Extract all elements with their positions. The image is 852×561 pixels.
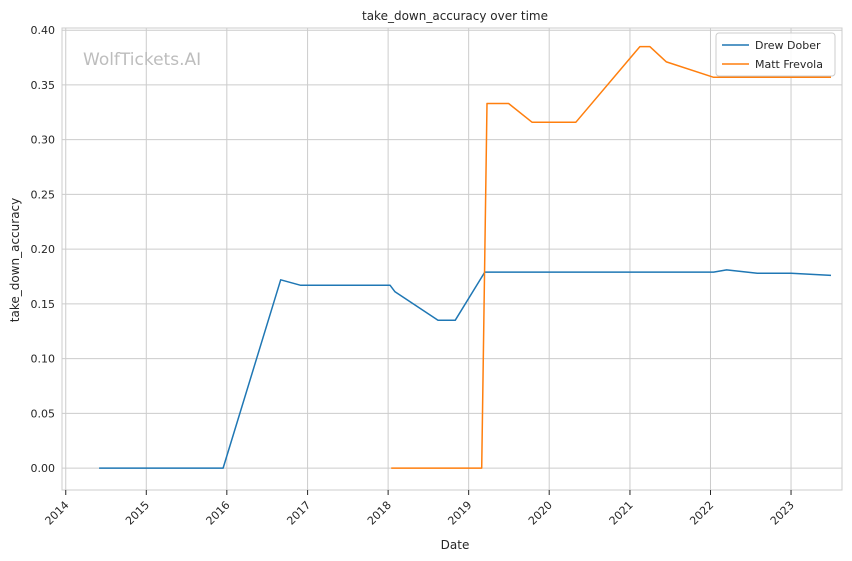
y-axis-title: take_down_accuracy bbox=[8, 198, 22, 322]
series-line bbox=[391, 45, 831, 469]
plot-frame bbox=[61, 27, 843, 491]
legend-label: Drew Dober bbox=[755, 39, 821, 52]
watermark: WolfTickets.AI bbox=[83, 50, 201, 70]
y-tick-label: 0.30 bbox=[31, 134, 56, 147]
y-tick-label: 0.40 bbox=[31, 24, 56, 37]
y-axis: 0.00 0.05 0.10 0.15 0.20 0.25 0.30 0.35 0.40 bbox=[31, 24, 56, 475]
chart-title: take_down_accuracy over time bbox=[362, 9, 548, 23]
legend-box bbox=[715, 32, 836, 77]
y-tick-label: 0.20 bbox=[31, 243, 56, 256]
legend: Drew Dober Matt Frevola bbox=[715, 32, 836, 77]
series-line bbox=[99, 269, 832, 469]
x-axis-title: Date bbox=[441, 538, 470, 552]
y-tick-label: 0.25 bbox=[31, 188, 56, 201]
y-tick-label: 0.15 bbox=[31, 298, 56, 311]
legend-label: Matt Frevola bbox=[755, 58, 823, 71]
y-tick-label: 0.05 bbox=[31, 407, 56, 420]
y-tick-label: 0.10 bbox=[31, 353, 56, 366]
y-tick-label: 0.00 bbox=[31, 462, 56, 475]
y-tick-label: 0.35 bbox=[31, 79, 56, 92]
series-lines bbox=[99, 45, 832, 469]
